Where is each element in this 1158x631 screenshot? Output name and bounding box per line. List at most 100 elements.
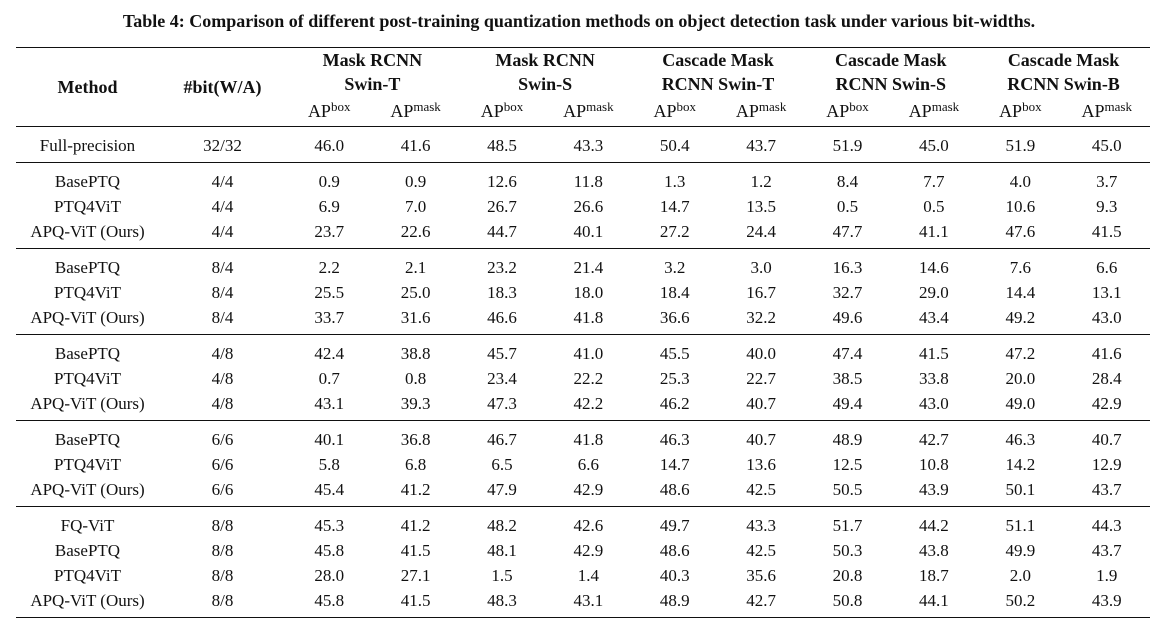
ap-label: AP <box>307 100 331 121</box>
value-cell: 14.2 <box>1005 455 1036 474</box>
value-cell: 41.5 <box>400 541 431 560</box>
value-cell: 2.2 <box>286 248 373 280</box>
value-cell: 42.9 <box>573 541 604 560</box>
value-cell: 12.5 <box>832 455 863 474</box>
value-cell: 38.5 <box>832 369 863 388</box>
value-cell: 49.7 <box>631 506 718 538</box>
value-cell: 6.9 <box>318 197 340 216</box>
value-cell: 4.0 <box>977 162 1064 194</box>
value-cell: 50.5 <box>832 480 863 499</box>
value-cell: 42.7 <box>890 420 978 452</box>
value-cell: 3.0 <box>717 248 805 280</box>
value-cell: 43.0 <box>919 394 949 413</box>
value-cell: 45.5 <box>631 334 718 366</box>
header-ap-mask: APmask <box>545 96 632 127</box>
value-cell: 47.2 <box>977 334 1064 366</box>
value-cell: 1.3 <box>631 162 718 194</box>
value-cell: 48.3 <box>487 591 517 610</box>
ap-superscript: mask <box>413 98 441 114</box>
table-row: PTQ4ViT 4/8 0.7 0.8 23.4 22.2 25.3 22.7 38.5 33.8… <box>16 366 1150 391</box>
value-cell: 46.7 <box>458 420 546 452</box>
method-cell: PTQ4ViT <box>54 566 121 585</box>
value-cell: 43.7 <box>1091 541 1122 560</box>
value-cell: 26.6 <box>573 197 604 216</box>
value-cell: 16.3 <box>804 248 891 280</box>
value-cell: 48.2 <box>458 506 546 538</box>
value-cell: 0.9 <box>372 162 459 194</box>
bit-cell: 8/8 <box>211 591 234 610</box>
header-ap-mask: APmask <box>1063 96 1150 127</box>
header-bit-width: #bit(W/A) <box>183 77 262 97</box>
value-cell: 12.6 <box>458 162 546 194</box>
method-cell: PTQ4ViT <box>54 283 121 302</box>
ap-superscript: mask <box>586 98 614 114</box>
value-cell: 47.3 <box>487 394 517 413</box>
value-cell: 47.4 <box>804 334 891 366</box>
row-group: Full-precision 32/32 46.0 41.6 48.5 43.3 50.4 4… <box>16 126 1150 163</box>
value-cell: 47.7 <box>832 222 863 241</box>
table-row: PTQ4ViT 8/8 28.0 27.1 1.5 1.4 40.3 35.6 20.8 18.7… <box>16 563 1150 588</box>
value-cell: 48.5 <box>458 126 546 163</box>
value-cell: 22.2 <box>573 369 604 388</box>
value-cell: 20.8 <box>832 566 863 585</box>
value-cell: 39.3 <box>400 394 431 413</box>
value-cell: 46.3 <box>631 420 718 452</box>
header-metrics-row: APbox APmask APbox APmask APbox APmask APbox AP… <box>16 96 1150 127</box>
bit-cell: 4/8 <box>211 369 234 388</box>
value-cell: 23.2 <box>458 248 546 280</box>
value-cell: 43.8 <box>919 541 949 560</box>
ap-superscript: box <box>503 98 524 114</box>
value-cell: 51.9 <box>804 126 891 163</box>
ap-label: AP <box>826 100 850 121</box>
value-cell: 27.2 <box>659 222 690 241</box>
value-cell: 14.7 <box>659 197 690 216</box>
value-cell: 42.6 <box>545 506 632 538</box>
bottom-rule <box>16 617 1150 618</box>
ap-superscript: mask <box>931 98 960 114</box>
table-row: PTQ4ViT 4/4 6.9 7.0 26.7 26.6 14.7 13.5 0.5 0.5 10… <box>16 194 1150 219</box>
value-cell: 42.9 <box>1091 394 1122 413</box>
value-cell: 11.8 <box>545 162 632 194</box>
value-cell: 22.7 <box>746 369 777 388</box>
method-cell: BasePTQ <box>16 420 159 452</box>
method-cell: BasePTQ <box>16 248 159 280</box>
value-cell: 28.0 <box>314 566 345 585</box>
value-cell: 49.0 <box>1005 394 1036 413</box>
value-cell: 48.6 <box>659 480 690 499</box>
row-group: BasePTQ 8/4 2.2 2.1 23.2 21.4 3.2 3.0 16.3 14.6 7.… <box>16 248 1150 335</box>
value-cell: 43.7 <box>717 126 805 163</box>
value-cell: 36.8 <box>372 420 459 452</box>
ap-label: AP <box>735 100 759 121</box>
value-cell: 48.6 <box>659 541 690 560</box>
header-model-line2: RCNN Swin-T <box>661 74 775 94</box>
value-cell: 41.8 <box>573 308 604 327</box>
header-model-line1: Mask RCNN <box>322 50 423 70</box>
value-cell: 41.5 <box>1091 222 1122 241</box>
ap-label: AP <box>390 100 414 121</box>
bit-cell: 6/6 <box>211 455 234 474</box>
value-cell: 40.7 <box>746 394 777 413</box>
table-row: APQ-ViT (Ours) 8/4 33.7 31.6 46.6 41.8 36.6 32.… <box>16 305 1150 335</box>
value-cell: 40.7 <box>1063 420 1150 452</box>
ap-label: AP <box>908 100 932 121</box>
value-cell: 41.2 <box>372 506 459 538</box>
value-cell: 43.9 <box>1091 591 1122 610</box>
header-model-line2: RCNN Swin-S <box>835 74 946 94</box>
bit-cell: 4/4 <box>211 222 234 241</box>
value-cell: 6.5 <box>491 455 513 474</box>
header-model-0: Mask RCNN Swin-T <box>286 48 459 96</box>
value-cell: 46.2 <box>659 394 690 413</box>
value-cell: 41.2 <box>400 480 431 499</box>
value-cell: 46.6 <box>487 308 517 327</box>
value-cell: 42.7 <box>746 591 777 610</box>
value-cell: 2.1 <box>372 248 459 280</box>
value-cell: 43.4 <box>919 308 949 327</box>
value-cell: 0.9 <box>286 162 373 194</box>
value-cell: 45.4 <box>314 480 345 499</box>
value-cell: 42.5 <box>746 541 777 560</box>
bit-cell: 6/6 <box>159 420 286 452</box>
value-cell: 0.7 <box>318 369 340 388</box>
row-group: FQ-ViT 8/8 45.3 41.2 48.2 42.6 49.7 43.3 51.7 44.… <box>16 506 1150 618</box>
method-cell: BasePTQ <box>54 541 121 560</box>
value-cell: 35.6 <box>746 566 777 585</box>
